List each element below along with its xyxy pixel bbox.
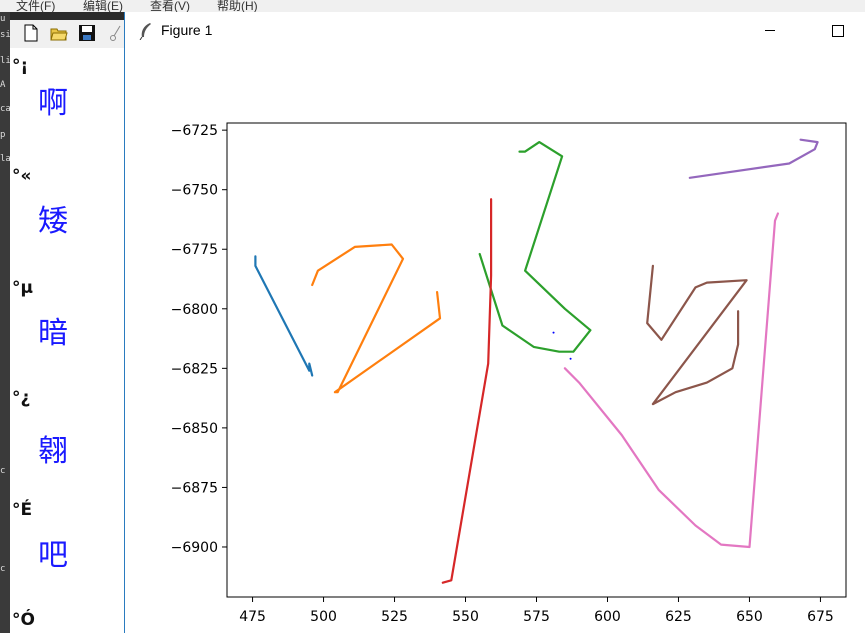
y-tick-label: −6850 [171, 421, 218, 437]
series-line-7 [563, 212, 780, 549]
series-line-3 [478, 140, 592, 353]
y-tick-label: −6800 [171, 302, 218, 318]
new-file-icon[interactable] [22, 24, 40, 42]
series-line-2 [311, 243, 442, 394]
cut-icon[interactable] [108, 24, 126, 42]
strip-text: si [0, 30, 11, 40]
x-tick-label: 625 [665, 609, 692, 625]
strip-text: A [0, 80, 6, 90]
y-axis: −6725 −6750 −6775 −6800 −6825 −6850 −6875 −6900 [171, 123, 227, 556]
series-line-6 [646, 264, 748, 406]
maximize-icon [832, 25, 844, 37]
x-axis: 475 500 525 550 575 600 625 650 675 [239, 597, 834, 625]
background-menubar: 文件(F) 编辑(E) 查看(V) 帮助(H) [0, 0, 865, 13]
strip-text: c [0, 466, 6, 476]
window-titlebar[interactable]: Figure 1 [125, 12, 865, 50]
strip-text: li [0, 56, 11, 66]
x-tick-label: 500 [310, 609, 337, 625]
list-item-label: °« [12, 166, 32, 186]
series-layer [254, 138, 819, 584]
background-toolbar [10, 20, 130, 48]
y-tick-label: −6750 [171, 183, 218, 199]
list-item-label: °Ó [12, 610, 35, 630]
x-tick-label: 575 [523, 609, 550, 625]
dots-layer [552, 331, 572, 360]
list-item-glyph: 翱 [38, 434, 68, 469]
x-tick-label: 650 [736, 609, 763, 625]
x-tick-label: 675 [807, 609, 834, 625]
y-tick-label: −6725 [171, 123, 218, 139]
y-tick-label: −6900 [171, 540, 218, 556]
strip-text: u [0, 14, 6, 24]
strip-text: la [0, 154, 11, 164]
list-item-glyph: 矮 [38, 204, 68, 239]
list-item-glyph: 啊 [38, 86, 68, 121]
y-tick-label: −6775 [171, 242, 218, 258]
x-tick-label: 525 [381, 609, 408, 625]
background-terminal-strip: u si li A ca p la c c [0, 12, 11, 633]
maximize-button[interactable] [815, 16, 861, 46]
open-folder-icon[interactable] [50, 24, 68, 42]
x-tick-label: 600 [594, 609, 621, 625]
y-tick-label: −6875 [171, 480, 218, 496]
figure-window: Figure 1 475 500 525 550 575 600 625 650 675 −67… [124, 12, 865, 633]
strip-text: p [0, 130, 6, 140]
series-line-4 [441, 198, 493, 584]
menu-file[interactable]: 文件(F) [16, 0, 56, 13]
plot-canvas: 475 500 525 550 575 600 625 650 675 −6725−6750−6… [171, 122, 847, 625]
menu-help[interactable]: 帮助(H) [217, 0, 258, 13]
y-tick-label: −6825 [171, 361, 218, 377]
x-tick-label: 550 [452, 609, 479, 625]
menu-edit[interactable]: 编辑(E) [83, 0, 123, 13]
data-point-1 [552, 331, 555, 334]
list-item-glyph: 暗 [38, 316, 68, 351]
feather-icon [139, 23, 151, 40]
list-item-label: °É [12, 500, 33, 520]
list-item-glyph: 吧 [38, 538, 68, 573]
strip-text: c [0, 564, 6, 574]
strip-text: ca [0, 104, 11, 114]
save-icon[interactable] [78, 24, 96, 42]
list-item-label: °µ [12, 278, 34, 298]
list-item-label: °¡ [12, 56, 29, 76]
axes-frame [226, 122, 847, 598]
menu-view[interactable]: 查看(V) [150, 0, 190, 13]
series-line-5 [688, 138, 819, 179]
minimize-button[interactable] [747, 16, 793, 46]
window-title: Figure 1 [161, 22, 213, 38]
x-tick-label: 475 [239, 609, 266, 625]
series-line-1 [254, 255, 314, 377]
list-item-label: °¿ [12, 388, 31, 408]
minimize-icon [765, 30, 775, 31]
character-list: °¡ 啊 °« 矮 °µ 暗 °¿ 翱 °É 吧 °Ó [10, 48, 124, 633]
data-point-2 [569, 357, 572, 360]
